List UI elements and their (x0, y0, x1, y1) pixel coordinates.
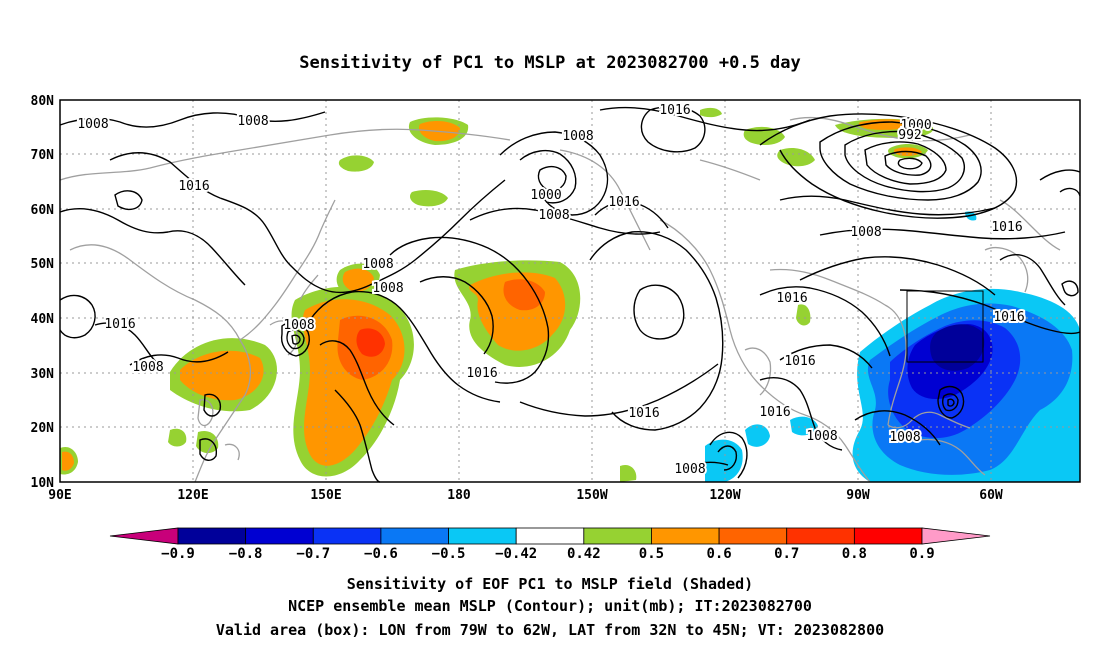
colorbar-tick-label: −0.42 (495, 546, 537, 562)
lon-label: 150W (576, 488, 607, 503)
contour-label: 1008 (77, 117, 108, 132)
colorbar-segment (177, 527, 247, 545)
contour-label: 1008 (283, 318, 314, 333)
lon-label: 180 (447, 488, 471, 503)
contour-labels: 1008 1008 1016 1016 1008 1000 1008 1016 1008 1016… (75, 101, 1026, 479)
lon-label: 90W (846, 488, 870, 503)
positive-shading (60, 107, 934, 482)
lon-label: 150E (310, 488, 341, 503)
contour-label: 1008 (538, 208, 569, 223)
lat-label: 50N (31, 257, 55, 272)
map-panel: 1008 1008 1016 1016 1008 1000 1008 1016 1008 1016… (59, 99, 1081, 483)
colorbar-tick-label: 0.7 (774, 546, 799, 562)
colorbar-segment (786, 527, 855, 545)
lon-label: 120W (709, 488, 740, 503)
colorbar-tick-label: 0.6 (706, 546, 731, 562)
map-frame (59, 99, 1081, 483)
lon-label: 120E (177, 488, 208, 503)
colorbar-segment (380, 527, 449, 545)
contour-label: 1016 (784, 354, 815, 369)
caption-line-2: NCEP ensemble mean MSLP (Contour); unit(… (288, 597, 812, 615)
colorbar (109, 527, 991, 545)
lon-label: 90E (48, 488, 71, 503)
contour-label: 1008 (362, 257, 393, 272)
contour-label: 1016 (104, 317, 135, 332)
colorbar-segment (245, 527, 314, 545)
lat-label: 80N (31, 94, 55, 109)
contour-label: 1008 (132, 360, 163, 375)
lat-label: 10N (31, 476, 55, 491)
contour-label: 1016 (178, 179, 209, 194)
valid-area-box (906, 290, 984, 363)
latitude-axis: 80N 70N 60N 50N 40N 30N 20N 10N (31, 94, 55, 491)
colorbar-segment (651, 527, 720, 545)
contour-label: 1008 (806, 429, 837, 444)
contour-label: 1016 (776, 291, 807, 306)
colorbar-tick-label: −0.7 (296, 546, 330, 562)
colorbar-tick-label: −0.8 (229, 546, 263, 562)
contour-label: 1008 (889, 430, 920, 445)
contour-label: 1016 (608, 195, 639, 210)
colorbar-tick-label: 0.5 (639, 546, 664, 562)
colorbar-segment (718, 527, 788, 545)
colorbar-segment (583, 527, 652, 545)
figure-title: Sensitivity of PC1 to MSLP at 2023082700… (299, 53, 801, 73)
contour-label: 1000 (900, 118, 931, 133)
lat-label: 40N (31, 312, 55, 327)
colorbar-tick-label: 0.8 (842, 546, 867, 562)
contour-label: 992 (898, 128, 921, 143)
contour-label: 1008 (850, 225, 881, 240)
colorbar-tick-label: −0.5 (432, 546, 466, 562)
caption-line-3: Valid area (box): LON from 79W to 62W, L… (216, 621, 884, 639)
contour-label: 1000 (530, 188, 561, 203)
colorbar-segment (515, 527, 585, 545)
colorbar-tick-label: 0.42 (567, 546, 601, 562)
colorbar-tick-label: −0.6 (364, 546, 398, 562)
colorbar-tick-label: 0.9 (909, 546, 934, 562)
longitude-axis: 90E 120E 150E 180 150W 120W 90W 60W (48, 488, 1003, 503)
caption-line-1: Sensitivity of EOF PC1 to MSLP field (Sh… (347, 575, 753, 593)
contour-label: 1016 (466, 366, 497, 381)
contour-label: 1016 (993, 310, 1024, 325)
contour-label: 1008 (237, 114, 268, 129)
colorbar-segment (853, 527, 923, 545)
coastlines (59, 116, 1061, 483)
colorbar-min-arrow (109, 527, 179, 545)
lon-label: 60W (979, 488, 1003, 503)
colorbar-segment (448, 527, 517, 545)
contour-label: 1008 (674, 462, 705, 477)
contour-label: 1016 (759, 405, 790, 420)
contour-label: 1016 (659, 103, 690, 118)
colorbar-tick-label: −0.9 (161, 546, 195, 562)
colorbar-segment (312, 527, 382, 545)
lat-label: 60N (31, 203, 55, 218)
lat-label: 30N (31, 367, 55, 382)
mslp-contours (59, 105, 1081, 483)
lat-label: 70N (31, 148, 55, 163)
lat-label: 20N (31, 421, 55, 436)
negative-shading (705, 211, 1080, 482)
contour-label: 1008 (372, 281, 403, 296)
colorbar-max-arrow (921, 527, 991, 545)
contour-label: 1016 (628, 406, 659, 421)
colorbar-labels: −0.9 −0.8 −0.7 −0.6 −0.5 −0.42 0.42 0.5 0.6 0.7 0.… (161, 546, 935, 562)
contour-label: 1016 (991, 220, 1022, 235)
contour-label: 1008 (562, 129, 593, 144)
